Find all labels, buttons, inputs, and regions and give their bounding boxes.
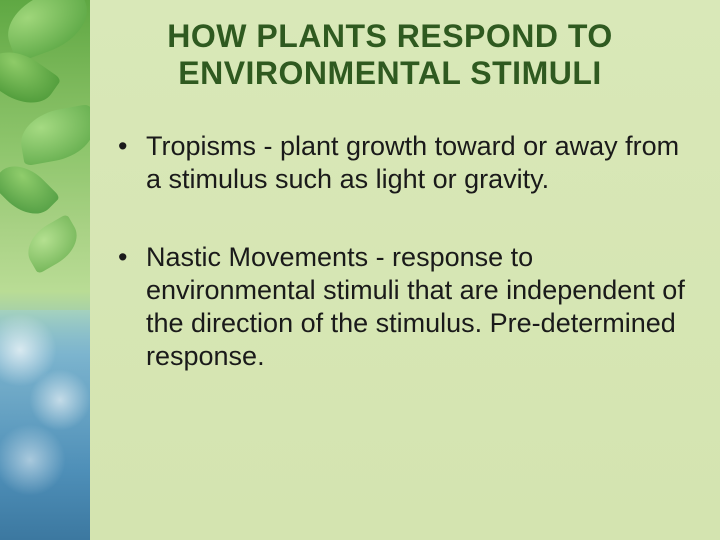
slide-content: HOW PLANTS RESPOND TO ENVIRONMENTAL STIM… <box>0 0 720 540</box>
bullet-item: Nastic Movements - response to environme… <box>118 241 690 373</box>
bullet-item: Tropisms - plant growth toward or away f… <box>118 130 690 196</box>
slide-title: HOW PLANTS RESPOND TO ENVIRONMENTAL STIM… <box>110 18 670 92</box>
bullet-list: Tropisms - plant growth toward or away f… <box>90 130 690 374</box>
